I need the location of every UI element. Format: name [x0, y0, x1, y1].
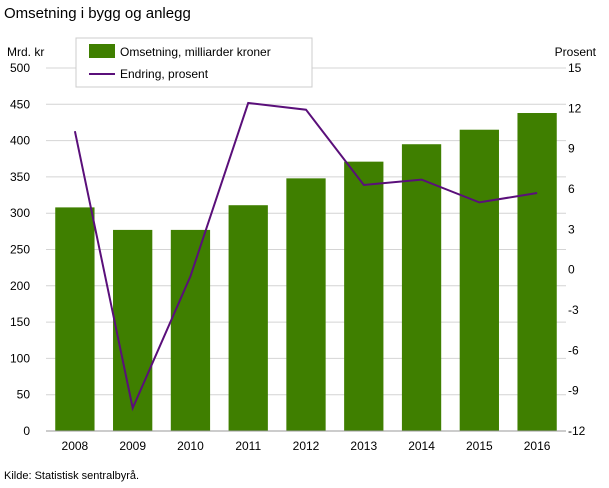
y-left-tick-label: 150 [10, 315, 30, 329]
y-right-tick-label: 6 [568, 182, 575, 196]
chart-title: Omsetning i bygg og anlegg [4, 5, 191, 22]
y-right-tick-label: 9 [568, 142, 575, 156]
y-left-tick-label: 350 [10, 170, 30, 184]
bar-2012 [286, 178, 326, 431]
x-tick-label: 2011 [235, 439, 261, 453]
x-tick-label: 2009 [119, 439, 146, 453]
x-tick-label: 2013 [350, 439, 377, 453]
bar-2015 [459, 129, 499, 431]
legend-line-label: Endring, prosent [120, 67, 209, 81]
y-left-tick-label: 0 [23, 424, 30, 438]
y-axis-left-label: Mrd. kr [7, 45, 44, 59]
y-right-tick-label: 15 [568, 61, 582, 75]
y-right-tick-label: 12 [568, 101, 582, 115]
legend-box [75, 37, 313, 88]
bar-2014 [401, 144, 442, 432]
y-left-tick-label: 200 [10, 279, 30, 293]
legend-bar-swatch [89, 44, 115, 58]
x-tick-label: 2016 [524, 439, 551, 453]
y-axis-right-ticks: -12 -9 -6 -3 0 3 6 9 12 15 [568, 61, 586, 438]
x-tick-label: 2014 [408, 439, 435, 453]
y-axis-left-ticks: 0 50 100 150 200 250 300 350 400 450 500 [10, 61, 30, 438]
y-left-tick-label: 100 [10, 351, 30, 365]
line-series-endring [73, 101, 538, 412]
bar-2013 [344, 161, 384, 432]
axes [46, 102, 566, 432]
x-tick-label: 2015 [466, 439, 493, 453]
bar-2008 [55, 207, 95, 431]
x-axis-ticks: 2008 2009 2010 2011 2012 2013 2014 2015 2016 [62, 439, 551, 453]
y-right-tick-label: 3 [568, 222, 575, 236]
y-left-tick-label: 50 [17, 388, 31, 402]
y-left-tick-label: 400 [10, 134, 30, 148]
y-left-tick-label: 450 [10, 97, 30, 111]
y-axis-right-label: Prosent [555, 45, 597, 59]
y-right-tick-label: -3 [568, 303, 579, 317]
bar-2009 [113, 229, 153, 431]
bar-2011 [228, 205, 268, 431]
y-right-tick-label: -6 [568, 343, 579, 357]
legend: Omsetning, milliarder kroner Endring, pr… [75, 37, 313, 88]
x-tick-label: 2010 [177, 439, 204, 453]
y-right-tick-label: -9 [568, 384, 579, 398]
bar-series [55, 113, 557, 432]
legend-bar-label: Omsetning, milliarder kroner [120, 45, 271, 59]
x-tick-label: 2012 [293, 439, 320, 453]
y-right-tick-label: -12 [568, 424, 586, 438]
x-tick-label: 2008 [62, 439, 89, 453]
y-left-tick-label: 500 [10, 61, 30, 75]
bar-2010 [170, 229, 211, 431]
bar-2016 [517, 113, 557, 432]
source-note: Kilde: Statistisk sentralbyrå. [4, 470, 140, 482]
y-left-tick-label: 250 [10, 243, 30, 257]
y-right-tick-label: 0 [568, 263, 575, 277]
y-left-tick-label: 300 [10, 206, 30, 220]
